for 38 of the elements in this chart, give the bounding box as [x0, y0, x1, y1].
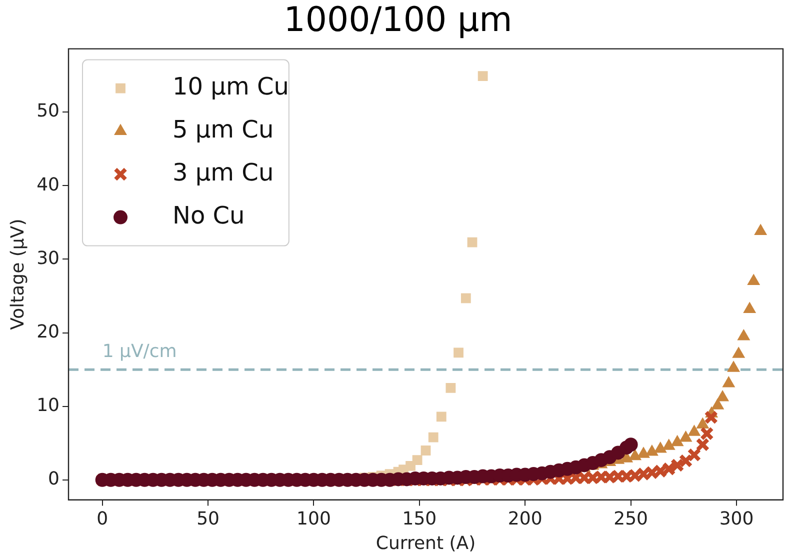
point [716, 390, 730, 402]
x-tick-label: 0 [96, 508, 108, 530]
x-tick-label: 50 [196, 508, 220, 530]
point [711, 398, 724, 410]
x-tick-label: 100 [296, 508, 331, 530]
point [654, 442, 667, 453]
x-tick-label: 200 [508, 508, 542, 530]
legend-label: 5 µm Cu [172, 116, 274, 144]
legend-label: No Cu [172, 202, 245, 230]
y-tick-label: 10 [36, 395, 60, 416]
chart-title: 1000/100 µm [284, 0, 512, 40]
y-tick-label: 30 [36, 248, 60, 269]
point [679, 430, 692, 442]
legend-label: 3 µm Cu [172, 158, 274, 187]
x-axis-title: Current (A) [376, 532, 476, 554]
point [696, 417, 710, 429]
point [645, 444, 658, 456]
x-tick-label: 250 [614, 508, 648, 530]
y-tick-label: 0 [48, 468, 60, 490]
x-tick-label: 150 [402, 508, 437, 530]
y-axis-title: Voltage (µV) [7, 218, 28, 330]
legend-label: 10 µm Cu [172, 72, 289, 101]
x-tick-label: 300 [719, 508, 754, 530]
point [662, 438, 676, 450]
point [732, 346, 746, 358]
point [754, 224, 768, 236]
point [688, 424, 701, 436]
y-tick-label: 40 [36, 174, 60, 196]
y-tick-label: 20 [36, 321, 60, 342]
point [743, 302, 756, 313]
point [670, 434, 684, 446]
point [722, 376, 736, 388]
point [737, 328, 750, 340]
y-tick-label: 50 [36, 100, 60, 122]
point [727, 360, 740, 372]
point [747, 274, 760, 286]
ref-line-label: 1 µV/cm [102, 341, 177, 362]
point [636, 446, 650, 458]
